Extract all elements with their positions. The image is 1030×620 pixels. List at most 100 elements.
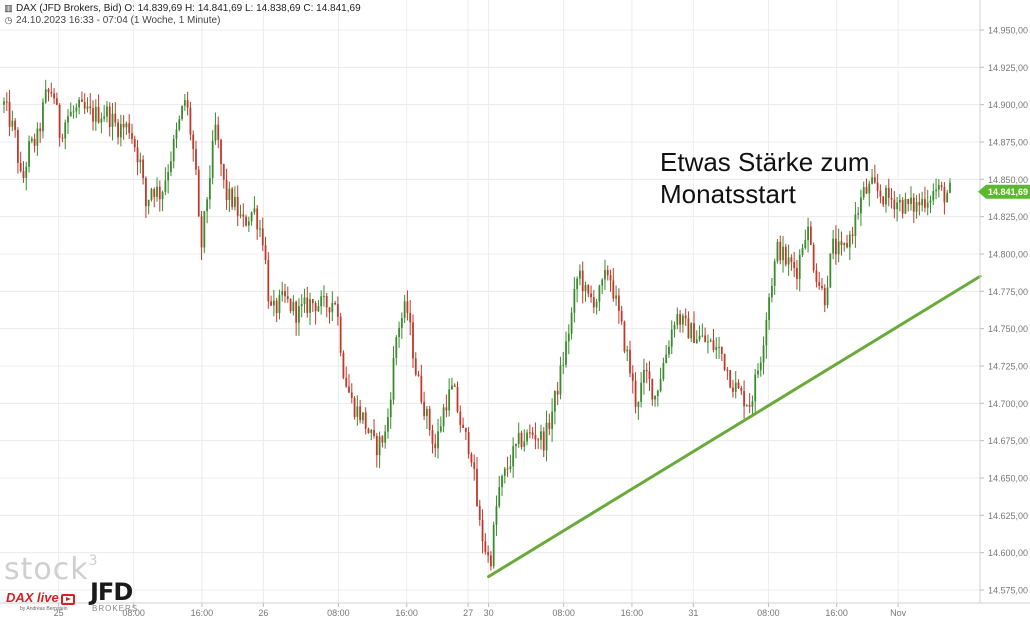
candle-body [771, 285, 773, 298]
candle-body [295, 301, 298, 323]
candle-body [840, 241, 843, 245]
candle-body [520, 432, 523, 447]
candle-body [857, 213, 860, 215]
candle-body [445, 407, 448, 411]
candle-body [695, 339, 698, 344]
candle-body [737, 382, 740, 389]
candle-body [270, 301, 272, 306]
candle-body [512, 446, 515, 467]
candle-body [448, 389, 451, 411]
candle-body [389, 399, 392, 418]
candle-body [637, 401, 640, 407]
candle-body [701, 335, 704, 337]
play-icon [60, 594, 75, 605]
candle-body [531, 432, 534, 436]
candle-body [170, 161, 172, 173]
x-tick-label: Nov [890, 608, 907, 618]
candle-body [55, 98, 58, 105]
candle-body [912, 197, 915, 212]
candle-body [484, 541, 487, 553]
candle-body [28, 141, 30, 167]
x-tick-label: 26 [258, 608, 268, 618]
candle-body [918, 202, 921, 206]
jfd-logo: JFD [90, 578, 133, 606]
candle-body [612, 280, 615, 299]
candle-body [259, 228, 261, 230]
candle-body [676, 314, 679, 325]
candle-body [787, 257, 790, 265]
candle-body [239, 214, 242, 216]
candle-body [932, 190, 935, 201]
candle-body [528, 432, 531, 434]
candle-body [879, 190, 882, 197]
candle-body [53, 93, 55, 99]
candle-body [509, 466, 512, 469]
candle-body [64, 122, 67, 139]
candle-body [437, 431, 439, 449]
time-range-text: 24.10.2023 16:33 - 07:04 (1 Woche, 1 Min… [16, 15, 221, 26]
candle-body [108, 106, 111, 127]
candle-body [81, 99, 83, 102]
candle-body [834, 238, 837, 255]
candle-body [61, 137, 64, 139]
candle-body [776, 241, 779, 262]
candle-body [309, 299, 311, 313]
candle-body [846, 243, 848, 248]
candle-body [39, 128, 42, 132]
candle-body [784, 246, 787, 265]
candle-body [935, 189, 937, 191]
candle-body [122, 123, 125, 128]
candle-body [58, 104, 61, 138]
candle-body [392, 357, 395, 400]
candle-body [645, 369, 648, 372]
daxlive-byline: by Andreas Bernstein [20, 606, 68, 612]
candle-body [131, 133, 133, 140]
candle-body [69, 111, 72, 117]
candle-body [551, 411, 554, 429]
candle-body [75, 107, 78, 112]
instrument-header: ▥ DAX (JFD Brokers, Bid) O: 14.839,69 H: … [4, 3, 361, 14]
candle-body [253, 208, 256, 213]
candle-body [434, 443, 437, 449]
candle-body [406, 301, 409, 313]
candle-body [456, 386, 459, 412]
candle-body [887, 187, 890, 198]
candle-body [732, 387, 734, 392]
stock3-logo-sup: 3 [88, 553, 99, 569]
candle-body [812, 244, 815, 271]
candle-body [328, 307, 331, 313]
instrument-ohlc: DAX (JFD Brokers, Bid) O: 14.839,69 H: 1… [16, 3, 361, 14]
candle-body [334, 302, 336, 305]
candle-body [50, 92, 53, 94]
x-tick-label: 16:00 [395, 608, 418, 618]
candle-body [462, 424, 464, 428]
candle-body [615, 295, 617, 299]
candle-body [72, 111, 75, 113]
candle-body [336, 304, 339, 317]
candle-body [659, 379, 662, 391]
candle-body [837, 241, 840, 255]
candle-body [133, 139, 136, 148]
candle-body [362, 412, 364, 421]
candle-body [576, 278, 579, 290]
candle-body [142, 159, 145, 179]
candle-body [768, 297, 771, 320]
candle-body [378, 436, 381, 456]
candle-body [94, 106, 97, 122]
x-tick-label: 08:00 [122, 608, 145, 618]
candle-body [83, 101, 86, 109]
candle-body [375, 435, 378, 456]
candle-body [423, 401, 426, 417]
candle-body [743, 391, 745, 407]
candle-body [640, 382, 643, 402]
candle-body [503, 468, 506, 476]
candle-body [885, 187, 887, 205]
candle-body [796, 267, 798, 279]
annotation-line-1: Etwas Stärke zum [660, 147, 870, 177]
candle-body [757, 370, 759, 375]
candle-body [44, 89, 47, 103]
candle-body [715, 346, 718, 350]
candle-body [517, 432, 520, 444]
